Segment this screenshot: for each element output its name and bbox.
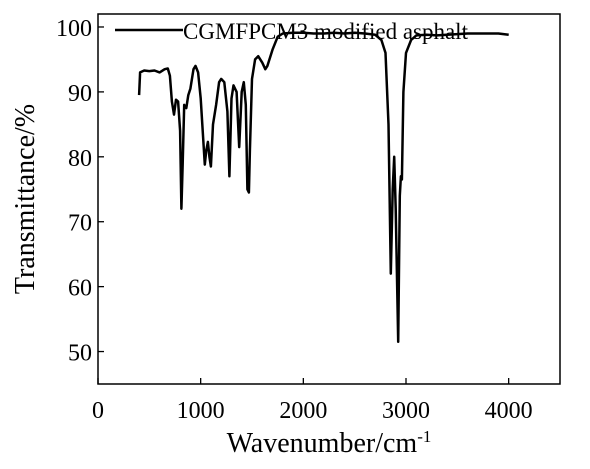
y-tick-label: 80: [68, 146, 92, 172]
x-axis-ticks: 0 1000 2000 3000 4000: [92, 378, 533, 424]
legend: CGMFPCM3 modified asphalt: [115, 19, 469, 44]
x-tick-label: 2000: [279, 398, 327, 424]
x-axis-label-superscript: -1: [417, 427, 431, 446]
x-tick-label: 4000: [485, 398, 533, 424]
plot-frame: [97, 13, 561, 385]
series-group: [137, 31, 509, 344]
x-tick-label: 1000: [177, 398, 225, 424]
series-line: [137, 31, 509, 344]
x-tick-label: 0: [92, 398, 104, 424]
y-tick-label: 60: [68, 276, 92, 302]
x-axis-label: Wavenumber/cm-1: [227, 427, 432, 459]
y-tick-label: 90: [68, 81, 92, 107]
y-axis-ticks: 50 60 70 80 90 100: [56, 16, 104, 367]
y-tick-label: 100: [56, 16, 92, 42]
legend-label: CGMFPCM3 modified asphalt: [183, 19, 469, 44]
y-axis-label: Transmittance/%: [10, 104, 41, 294]
x-tick-label: 3000: [382, 398, 430, 424]
y-tick-label: 50: [68, 341, 92, 367]
y-tick-label: 70: [68, 211, 92, 237]
